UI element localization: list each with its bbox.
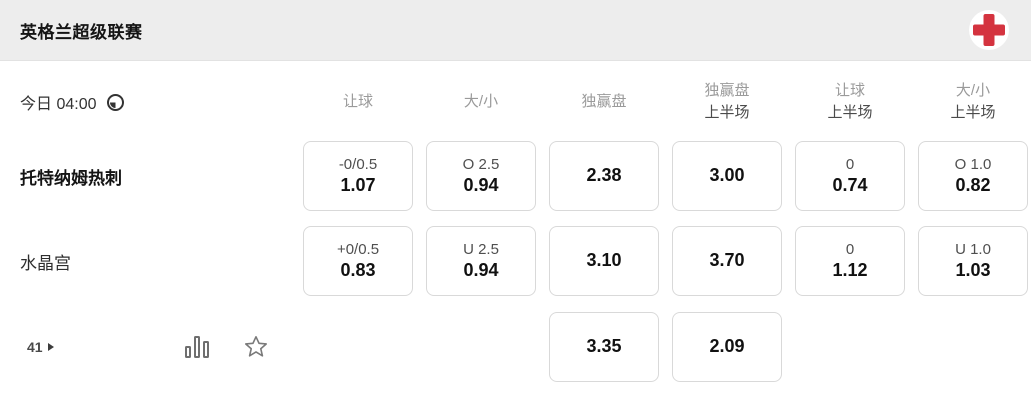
odds-button-draw[interactable]: 3.35 [549, 312, 659, 382]
handicap-line: -0/0.5 [338, 155, 378, 173]
league-title: 英格兰超级联赛 [20, 22, 143, 42]
odds-button-away-win-first-half[interactable]: 3.70 [672, 226, 782, 296]
handicap-line: +0/0.5 [336, 240, 380, 258]
favorite-star-icon[interactable] [243, 334, 269, 360]
empty-cell [426, 312, 536, 382]
draw-row: 41 3.35 2.09 [0, 312, 1031, 382]
odds-price: 0.74 [832, 175, 868, 196]
total-line: O 2.5 [462, 155, 500, 173]
odds-button-over[interactable]: O 2.5 0.94 [426, 141, 536, 211]
odds-button-over-first-half[interactable]: O 1.0 0.82 [918, 141, 1028, 211]
odds-price: 1.03 [955, 260, 991, 281]
odds-price: 0.94 [463, 175, 499, 196]
away-team-row: 水晶宫 +0/0.5 0.83 U 2.5 0.94 3.10 3.70 0 1… [0, 226, 1031, 296]
odds-button-home-win[interactable]: 2.38 [549, 141, 659, 211]
handicap-line: 0 [845, 155, 855, 173]
odds-button-draw-first-half[interactable]: 2.09 [672, 312, 782, 382]
column-header-over-under-first-half: 大/小 上半场 [950, 82, 996, 121]
odds-price: 3.00 [709, 165, 745, 186]
odds-button-home-win-first-half[interactable]: 3.00 [672, 141, 782, 211]
league-header: 英格兰超级联赛 [0, 0, 1031, 61]
odds-button-under-first-half[interactable]: U 1.0 1.03 [918, 226, 1028, 296]
odds-button-home-handicap-first-half[interactable]: 0 0.74 [795, 141, 905, 211]
odds-button-under[interactable]: U 2.5 0.94 [426, 226, 536, 296]
total-line: U 1.0 [955, 240, 991, 258]
kickoff-time: 今日 04:00 [20, 90, 124, 114]
odds-button-home-handicap[interactable]: -0/0.5 1.07 [303, 141, 413, 211]
column-header-over-under: 大/小 [463, 93, 499, 111]
more-markets-button[interactable]: 41 [20, 339, 54, 355]
empty-cell [918, 312, 1028, 382]
odds-price: 0.82 [955, 175, 991, 196]
total-line: O 1.0 [954, 155, 992, 173]
flag-cross-horizontal [973, 24, 1005, 36]
odds-price: 1.12 [832, 260, 868, 281]
empty-cell [303, 312, 413, 382]
odds-button-away-handicap[interactable]: +0/0.5 0.83 [303, 226, 413, 296]
market-count: 41 [27, 339, 43, 355]
odds-price: 3.10 [586, 250, 622, 271]
odds-price: 1.07 [340, 175, 376, 196]
odds-price: 3.35 [586, 336, 622, 357]
odds-price: 0.94 [463, 260, 499, 281]
total-line: U 2.5 [463, 240, 499, 258]
odds-price: 3.70 [709, 250, 745, 271]
home-team-name: 托特纳姆热刺 [20, 168, 122, 188]
odds-price: 2.09 [709, 336, 745, 357]
column-header-moneyline-first-half: 独赢盘 上半场 [704, 82, 750, 121]
home-team-row: 托特纳姆热刺 -0/0.5 1.07 O 2.5 0.94 2.38 3.00 … [0, 141, 1031, 211]
market-columns-header: 今日 04:00 让球 大/小 独赢盘 独赢盘 上半场 让球 上半场 大/小 上… [0, 77, 1031, 127]
column-header-moneyline: 独赢盘 [581, 93, 627, 111]
odds-price: 2.38 [586, 165, 622, 186]
odds-button-away-handicap-first-half[interactable]: 0 1.12 [795, 226, 905, 296]
odds-price: 0.83 [340, 260, 376, 281]
away-team-name: 水晶宫 [20, 253, 71, 273]
column-header-handicap: 让球 [342, 93, 373, 111]
handicap-line: 0 [845, 240, 855, 258]
statistics-icon[interactable] [184, 336, 209, 358]
empty-cell [795, 312, 905, 382]
england-flag-icon [969, 10, 1009, 50]
odds-button-away-win[interactable]: 3.10 [549, 226, 659, 296]
chevron-right-icon [47, 343, 54, 351]
kickoff-time-label: 今日 04:00 [20, 96, 97, 113]
clock-icon [106, 93, 124, 111]
column-header-handicap-first-half: 让球 上半场 [827, 82, 873, 121]
